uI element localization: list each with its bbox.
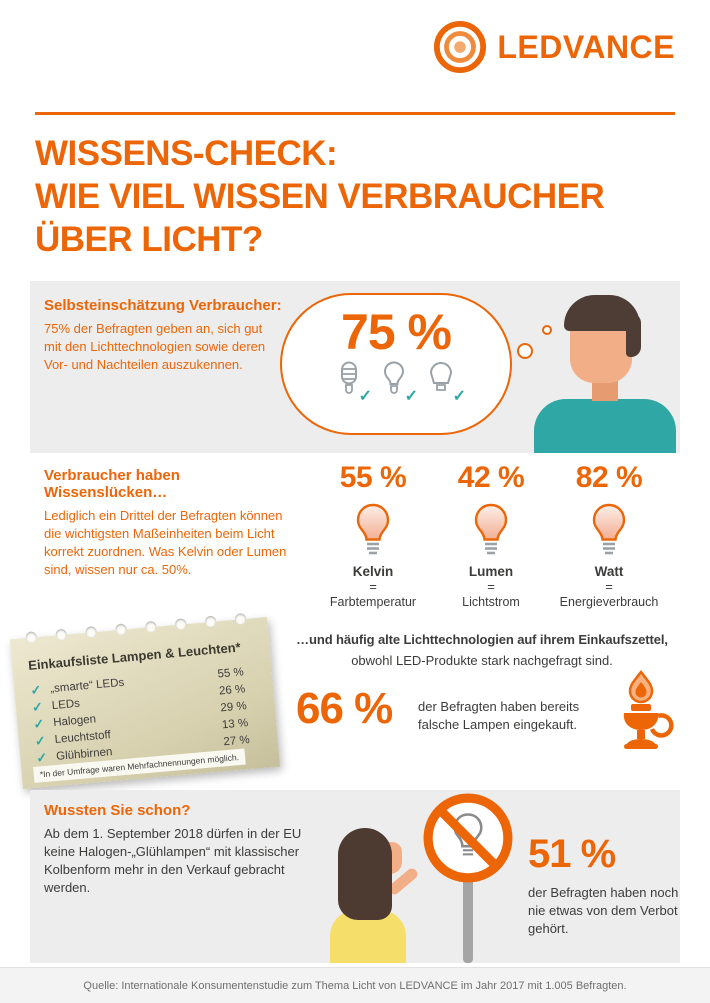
ban-awareness-stat: 51 % bbox=[528, 832, 616, 876]
section1-heading: Selbsteinschätzung Verbraucher: bbox=[44, 297, 282, 314]
stat-unit: Watt bbox=[594, 564, 624, 579]
section-knowledge-gaps: Verbraucher haben Wissenslücken… Ledigli… bbox=[30, 455, 680, 620]
source-footer: Quelle: Internationale Konsumentenstudie… bbox=[0, 967, 710, 1003]
check-icon: ✓ bbox=[35, 749, 48, 766]
stat-meaning: Farbtemperatur bbox=[329, 595, 417, 610]
ban-awareness-stat-text: der Befragten haben noch nie etwas von d… bbox=[528, 885, 679, 936]
stat-watt: 82 % Watt = Energieverbrauch bbox=[544, 461, 674, 609]
woman-hair bbox=[338, 828, 392, 920]
halogen-bulb-icon bbox=[429, 362, 453, 391]
hole bbox=[115, 623, 127, 636]
section-halogen-ban: Wussten Sie schon? Ab dem 1. September 2… bbox=[30, 790, 680, 963]
bubble-bulb-row: ✓ ✓ ✓ bbox=[282, 361, 510, 405]
item-value: 55 % bbox=[217, 665, 245, 681]
section4-body: Ab dem 1. September 2018 dürfen in der E… bbox=[44, 826, 302, 895]
hole bbox=[144, 620, 157, 633]
stat-kelvin: 55 % Kelvin = Farbtemperatur bbox=[308, 461, 438, 609]
man-hair-side bbox=[626, 313, 641, 357]
section2-heading: Verbraucher haben Wissenslücken… bbox=[44, 467, 180, 501]
check-icon: ✓ bbox=[358, 388, 372, 405]
stat-lumen: 42 % Lumen = Lichtstrom bbox=[426, 461, 556, 609]
wrong-lamps-stat-text: der Befragten haben bereits falsche Lamp… bbox=[418, 699, 580, 732]
classic-bulb-with-check: ✓ bbox=[382, 361, 418, 405]
title-line-2: WIE VIEL WISSEN VERBRAUCHER bbox=[35, 177, 605, 217]
title-line-3: ÜBER LICHT? bbox=[35, 220, 263, 260]
item-value: 13 % bbox=[221, 716, 249, 731]
oil-lamp-icon bbox=[602, 668, 680, 759]
item-value: 26 % bbox=[218, 682, 246, 697]
section2-body: Lediglich ein Drittel der Befragten könn… bbox=[44, 508, 287, 577]
hole bbox=[234, 612, 247, 625]
stat-meaning: Lichtstrom bbox=[462, 595, 520, 610]
thought-dot-small bbox=[542, 325, 552, 335]
section1-text-block: Selbsteinschätzung Verbraucher: 75% der … bbox=[44, 297, 282, 374]
section3-subheading: obwohl LED-Produkte stark nachgefragt si… bbox=[351, 653, 613, 668]
check-icon: ✓ bbox=[34, 732, 47, 749]
hole bbox=[204, 615, 217, 628]
section-shopping-list: Einkaufsliste Lampen & Leuchten* ✓ „smar… bbox=[9, 612, 680, 789]
self-assessment-stat: 75 % bbox=[341, 304, 452, 360]
stat-unit: Lumen bbox=[468, 564, 514, 579]
section4-text-block: Wussten Sie schon? Ab dem 1. September 2… bbox=[44, 802, 306, 897]
equals-sign: = bbox=[369, 579, 377, 594]
section4-heading: Wussten Sie schon? bbox=[44, 802, 191, 819]
man-neck bbox=[592, 379, 618, 401]
stat-unit: Kelvin bbox=[352, 564, 394, 579]
thought-bubble: 75 % ✓ ✓ bbox=[280, 293, 512, 435]
ledvance-logo-icon bbox=[434, 20, 487, 74]
bulb-icon bbox=[544, 503, 674, 560]
check-icon: ✓ bbox=[32, 715, 45, 732]
section2-text-block: Verbraucher haben Wissenslücken… Ledigli… bbox=[44, 467, 302, 579]
check-icon: ✓ bbox=[31, 698, 44, 715]
page-title: WISSENS-CHECK: WIE VIEL WISSEN VERBRAUCH… bbox=[35, 132, 605, 261]
woman-illustration bbox=[318, 828, 438, 963]
item-value: 29 % bbox=[219, 699, 248, 714]
stat-meaning: Energieverbrauch bbox=[559, 595, 659, 610]
sign-post bbox=[463, 880, 473, 963]
item-value: 27 % bbox=[222, 733, 251, 748]
section3-heading: …und häufig alte Lichttechnologien auf i… bbox=[296, 632, 668, 647]
hole bbox=[55, 628, 68, 641]
cfl-bulb-icon bbox=[341, 361, 357, 394]
check-icon: ✓ bbox=[404, 388, 418, 405]
hole bbox=[85, 625, 98, 638]
equals-sign: = bbox=[605, 579, 613, 594]
brand-name: LEDVANCE bbox=[497, 28, 675, 65]
section1-body: 75% der Befragten geben an, sich gut mit… bbox=[44, 321, 266, 372]
classic-bulb-icon bbox=[383, 361, 405, 394]
cfl-bulb-with-check: ✓ bbox=[338, 361, 372, 405]
title-line-1: WISSENS-CHECK: bbox=[35, 134, 338, 173]
halogen-bulb-with-check: ✓ bbox=[428, 361, 466, 405]
shopping-list-notepad: Einkaufsliste Lampen & Leuchten* ✓ „smar… bbox=[9, 612, 281, 789]
man-illustration bbox=[530, 281, 680, 453]
section-self-assessment: Selbsteinschätzung Verbraucher: 75% der … bbox=[30, 281, 680, 453]
source-text: Quelle: Internationale Konsumentenstudie… bbox=[83, 979, 627, 992]
stat-value: 82 % bbox=[575, 461, 643, 494]
bulb-icon bbox=[426, 503, 556, 560]
stat-value: 55 % bbox=[339, 461, 407, 494]
man-body bbox=[534, 399, 676, 453]
wrong-lamps-stat: 66 % bbox=[296, 684, 393, 733]
equals-sign: = bbox=[487, 579, 495, 594]
hole bbox=[25, 631, 38, 644]
thought-dot-large bbox=[517, 343, 533, 359]
ledvance-logo: LEDVANCE bbox=[433, 20, 675, 74]
check-icon: ✓ bbox=[29, 681, 42, 698]
stat-value: 42 % bbox=[457, 461, 525, 494]
prohibition-sign-icon bbox=[422, 792, 514, 889]
header-divider bbox=[35, 112, 675, 115]
bulb-icon bbox=[308, 503, 438, 560]
check-icon: ✓ bbox=[452, 388, 466, 405]
hole bbox=[174, 618, 187, 631]
